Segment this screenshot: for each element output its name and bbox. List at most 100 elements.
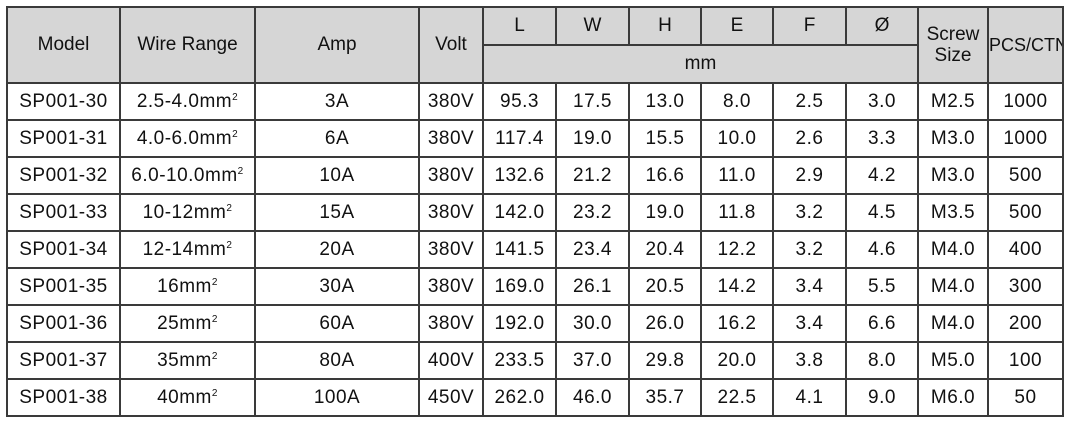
cell-wire-range: 10-12mm2 [119,193,256,232]
cell-amp: 6A [254,119,420,158]
cell-w: 26.1 [555,267,630,306]
cell-h: 19.0 [628,193,702,232]
squared-superscript: 2 [226,202,233,214]
cell-amp: 30A [254,267,420,306]
table-header: Model Wire Range Amp Volt L W H E F Ø Sc… [6,6,1064,84]
squared-superscript: 2 [226,239,233,251]
cell-l: 262.0 [482,378,557,417]
wire-range-value: 6.0-10.0mm [131,164,238,186]
cell-screw-size: M6.0 [917,378,989,417]
header-e: E [700,6,774,46]
cell-pcs-ctn: 500 [987,156,1064,195]
table-row: SP001-31 4.0-6.0mm2 6A 380V 117.4 19.0 15.5 10.… [6,119,1064,158]
cell-f: 2.6 [772,119,847,158]
cell-pcs-ctn: 1000 [987,119,1064,158]
wire-range-value: 2.5-4.0mm [136,90,233,112]
cell-e: 22.5 [700,378,774,417]
cell-screw-size: M5.0 [917,341,989,380]
cell-f: 3.2 [772,193,847,232]
cell-w: 23.4 [555,230,630,269]
wire-range-value: 40mm [157,386,212,408]
cell-screw-size: M3.5 [917,193,989,232]
cell-l: 132.6 [482,156,557,195]
cell-w: 46.0 [555,378,630,417]
cell-e: 8.0 [700,82,774,121]
cell-h: 16.6 [628,156,702,195]
cell-e: 12.2 [700,230,774,269]
cell-e: 11.0 [700,156,774,195]
cell-screw-size: M4.0 [917,267,989,306]
header-w: W [555,6,630,46]
cell-pcs-ctn: 1000 [987,82,1064,121]
cell-model: SP001-36 [6,304,121,343]
cell-screw-size: M4.0 [917,230,989,269]
cell-diameter: 8.0 [845,341,919,380]
cell-screw-size: M3.0 [917,156,989,195]
wire-range-value: 16mm [157,275,212,297]
squared-superscript: 2 [232,128,239,140]
cell-l: 141.5 [482,230,557,269]
wire-range-value: 4.0-6.0mm [136,127,233,149]
cell-h: 29.8 [628,341,702,380]
cell-l: 169.0 [482,267,557,306]
cell-e: 14.2 [700,267,774,306]
cell-amp: 3A [254,82,420,121]
cell-model: SP001-38 [6,378,121,417]
cell-l: 233.5 [482,341,557,380]
cell-f: 2.5 [772,82,847,121]
cell-h: 20.5 [628,267,702,306]
cell-screw-size: M4.0 [917,304,989,343]
cell-model: SP001-35 [6,267,121,306]
cell-diameter: 6.6 [845,304,919,343]
cell-model: SP001-37 [6,341,121,380]
header-h: H [628,6,702,46]
cell-pcs-ctn: 50 [987,378,1064,417]
header-volt: Volt [418,6,484,84]
header-screw-line2: Size [934,45,972,66]
cell-f: 3.2 [772,230,847,269]
cell-volt: 380V [418,119,484,158]
cell-wire-range: 16mm2 [119,267,256,306]
cell-model: SP001-32 [6,156,121,195]
header-screw-line1: Screw [926,24,980,45]
table-row: SP001-30 2.5-4.0mm2 3A 380V 95.3 17.5 13.0 8.0 2… [6,82,1064,121]
cell-pcs-ctn: 200 [987,304,1064,343]
cell-amp: 10A [254,156,420,195]
table-row: SP001-33 10-12mm2 15A 380V 142.0 23.2 19.0 11.8… [6,193,1064,232]
cell-diameter: 4.2 [845,156,919,195]
cell-amp: 20A [254,230,420,269]
table-row: SP001-34 12-14mm2 20A 380V 141.5 23.4 20.4 12.2… [6,230,1064,269]
header-unit-mm: mm [482,44,919,84]
header-diameter: Ø [845,6,919,46]
squared-superscript: 2 [211,276,218,288]
cell-e: 11.8 [700,193,774,232]
cell-volt: 380V [418,82,484,121]
cell-w: 19.0 [555,119,630,158]
table-row: SP001-38 40mm2 100A 450V 262.0 46.0 35.7 22.5 4.… [6,378,1064,417]
cell-h: 35.7 [628,378,702,417]
cell-h: 13.0 [628,82,702,121]
cell-wire-range: 6.0-10.0mm2 [119,156,256,195]
cell-model: SP001-31 [6,119,121,158]
cell-diameter: 9.0 [845,378,919,417]
cell-pcs-ctn: 500 [987,193,1064,232]
cell-volt: 450V [418,378,484,417]
cell-f: 3.8 [772,341,847,380]
cell-w: 17.5 [555,82,630,121]
cell-amp: 15A [254,193,420,232]
cell-f: 2.9 [772,156,847,195]
cell-pcs-ctn: 300 [987,267,1064,306]
cell-volt: 380V [418,230,484,269]
cell-l: 95.3 [482,82,557,121]
cell-screw-size: M3.0 [917,119,989,158]
cell-model: SP001-34 [6,230,121,269]
squared-superscript: 2 [211,387,218,399]
cell-model: SP001-33 [6,193,121,232]
cell-volt: 380V [418,193,484,232]
cell-amp: 100A [254,378,420,417]
cell-w: 30.0 [555,304,630,343]
cell-h: 26.0 [628,304,702,343]
cell-diameter: 3.3 [845,119,919,158]
table-row: SP001-32 6.0-10.0mm2 10A 380V 132.6 21.2 16.6 1… [6,156,1064,195]
squared-superscript: 2 [211,350,218,362]
